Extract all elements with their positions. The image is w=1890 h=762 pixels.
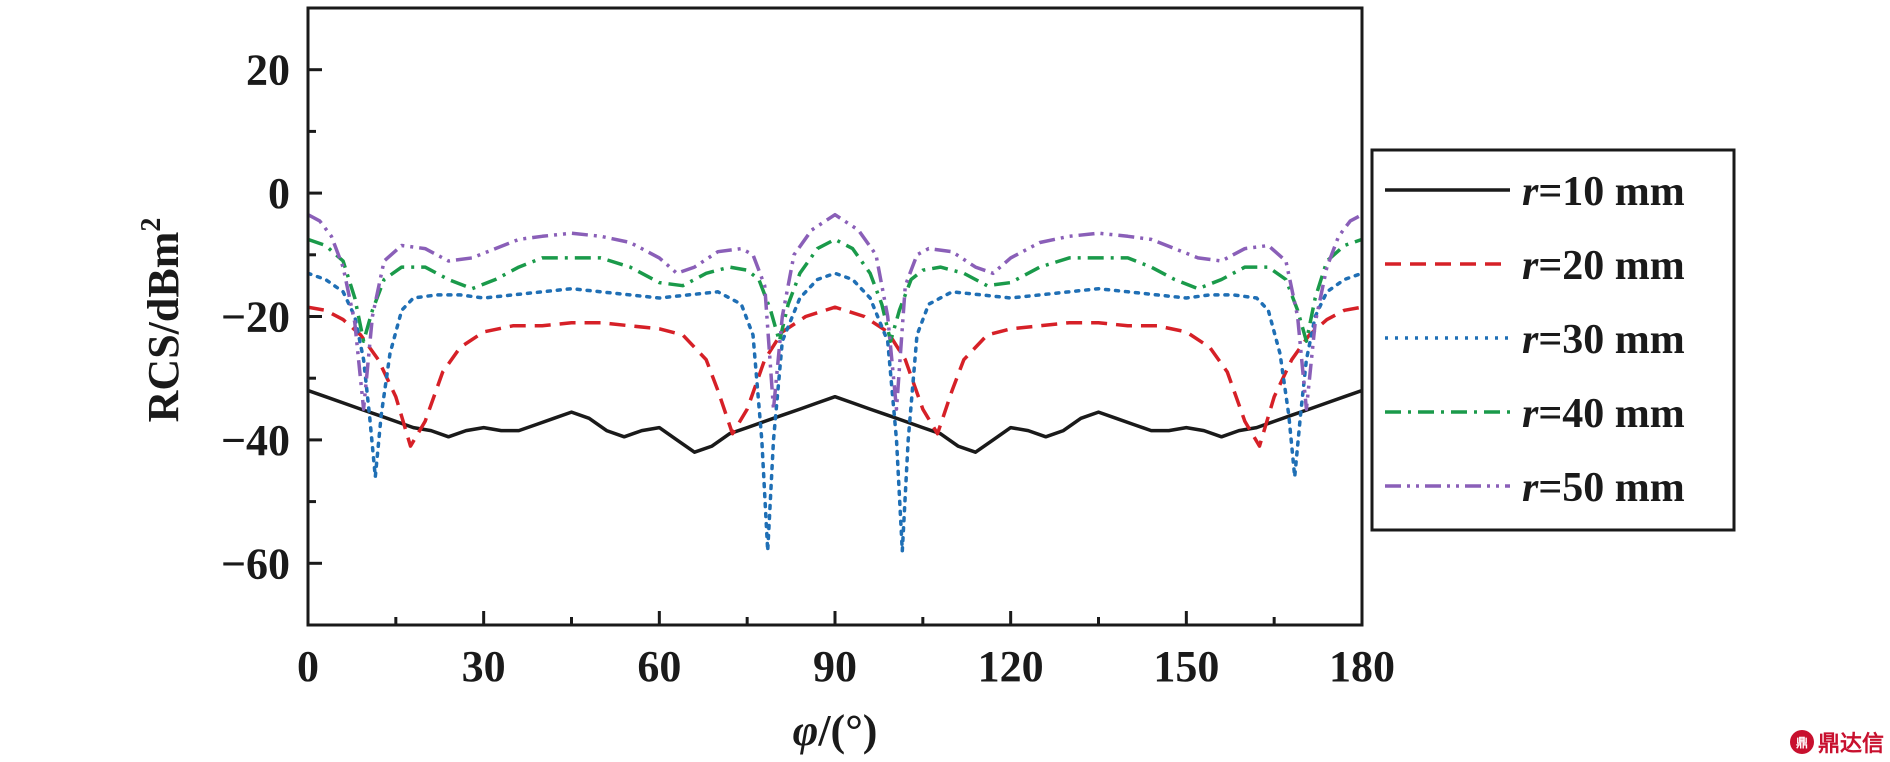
watermark-text: 鼎达信 — [1817, 732, 1884, 757]
series-line-3 — [308, 271, 1362, 553]
watermark: 鼎 鼎达信 — [1789, 726, 1884, 758]
series-line-1 — [308, 388, 1362, 454]
legend-label-4: r=40 mm — [1522, 391, 1685, 437]
y-tick-label: −60 — [221, 539, 290, 588]
x-axis-title: φ/(°) — [793, 706, 878, 755]
y-tick-label: −20 — [221, 293, 290, 342]
x-tick-label: 60 — [637, 642, 681, 691]
y-axis-superscript: 2 — [136, 218, 167, 232]
x-tick-label: 0 — [297, 642, 319, 691]
y-tick-label: 20 — [246, 46, 290, 95]
series-line-5 — [308, 212, 1362, 411]
series-line-4 — [308, 237, 1362, 343]
legend: r=10 mm r=20 mm r=30 mm r=40 mm r=50 mm — [1370, 148, 1736, 532]
legend-label-2: r=20 mm — [1522, 243, 1685, 289]
series-line-2 — [308, 305, 1362, 448]
x-tick-label: 180 — [1329, 642, 1395, 691]
x-tick-label: 90 — [813, 642, 857, 691]
x-tick-label: 150 — [1153, 642, 1219, 691]
y-tick-label: 0 — [268, 169, 290, 218]
y-tick-label: −40 — [221, 416, 290, 465]
y-axis-label: RCS/dBm — [139, 232, 188, 423]
legend-box — [1370, 148, 1736, 532]
x-tick-label: 30 — [462, 642, 506, 691]
legend-label-3: r=30 mm — [1522, 317, 1685, 363]
x-tick-label: 120 — [978, 642, 1044, 691]
x-axis-symbol: φ — [793, 706, 819, 755]
legend-label-5: r=50 mm — [1522, 465, 1685, 511]
x-axis-unit: /(°) — [817, 706, 877, 755]
plot-frame — [306, 6, 1364, 627]
legend-label-1: r=10 mm — [1522, 169, 1685, 215]
y-axis-title: RCS/dBm2 — [136, 218, 188, 423]
watermark-badge-icon: 鼎 — [1789, 730, 1814, 754]
